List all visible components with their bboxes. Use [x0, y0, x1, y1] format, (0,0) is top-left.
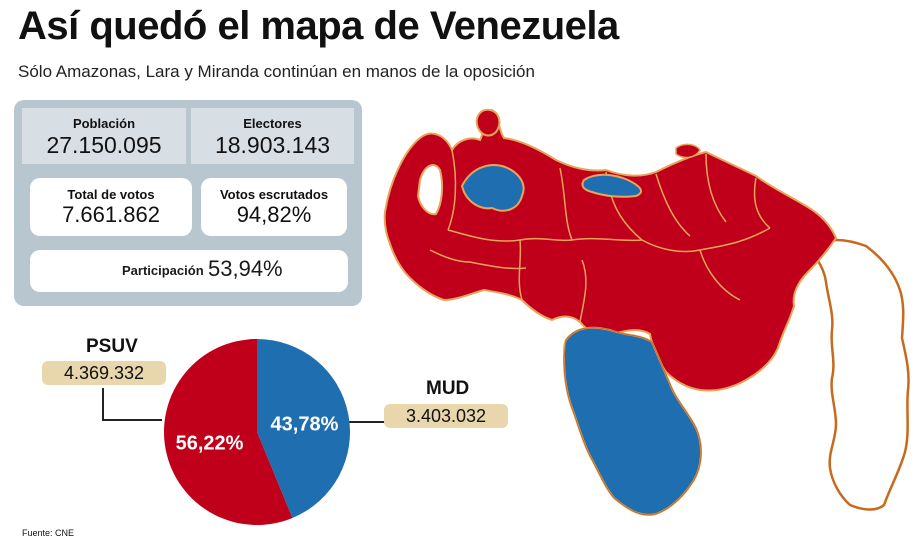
map-lake-maracaibo: [416, 164, 444, 216]
stat-electores-label: Electores: [243, 116, 302, 131]
map-country-outline: [563, 327, 702, 516]
map-essequibo-region: [810, 238, 910, 511]
map-lara: [460, 164, 525, 212]
stat-electores: Electores 18.903.143: [191, 108, 354, 164]
stat-votos-escrutados-value: 94,82%: [236, 202, 312, 227]
map-paraguana: [475, 108, 501, 137]
map-margarita: [675, 143, 701, 159]
stat-participacion-label: Participación: [122, 263, 204, 278]
map-miranda: [581, 173, 643, 198]
stat-votos-escrutados-label: Votos escrutados: [219, 187, 329, 202]
page-title: Así quedó el mapa de Venezuela: [18, 4, 619, 48]
venezuela-map: [383, 108, 910, 516]
pie-slice-psuv: [163, 339, 293, 525]
psuv-legend-votes: 4.369.332: [42, 361, 166, 385]
stat-total-votos-value: 7.661.862: [62, 202, 160, 227]
map-state-borders: [429, 149, 771, 323]
pie-group: 43,78% 56,22%: [163, 339, 350, 525]
stats-panel: Población 27.150.095 Electores 18.903.14…: [14, 100, 362, 306]
mud-legend-votes: 3.403.032: [384, 404, 508, 428]
source-note: Fuente: CNE: [22, 528, 75, 538]
stat-total-votos: Total de votos 7.661.862: [30, 178, 192, 236]
pie-label-psuv: 56,22%: [176, 432, 244, 454]
stat-participacion: Participación 53,94%: [30, 250, 348, 292]
psuv-leader-line: [102, 388, 162, 421]
pie-slice-mud: [257, 339, 350, 518]
stat-poblacion-label: Población: [72, 116, 136, 131]
stat-electores-value: 18.903.143: [214, 132, 331, 158]
stat-participacion-value: 53,94%: [208, 256, 283, 281]
psuv-legend-name: PSUV: [86, 336, 138, 357]
pie-label-mud: 43,78%: [271, 414, 339, 436]
stat-poblacion: Población 27.150.095: [22, 108, 186, 164]
stat-votos-escrutados: Votos escrutados 94,82%: [201, 178, 347, 236]
stat-total-votos-label: Total de votos: [67, 187, 155, 202]
page-subtitle: Sólo Amazonas, Lara y Miranda continúan …: [18, 62, 535, 81]
stat-poblacion-value: 27.150.095: [46, 132, 162, 158]
mud-legend-name: MUD: [426, 378, 470, 399]
